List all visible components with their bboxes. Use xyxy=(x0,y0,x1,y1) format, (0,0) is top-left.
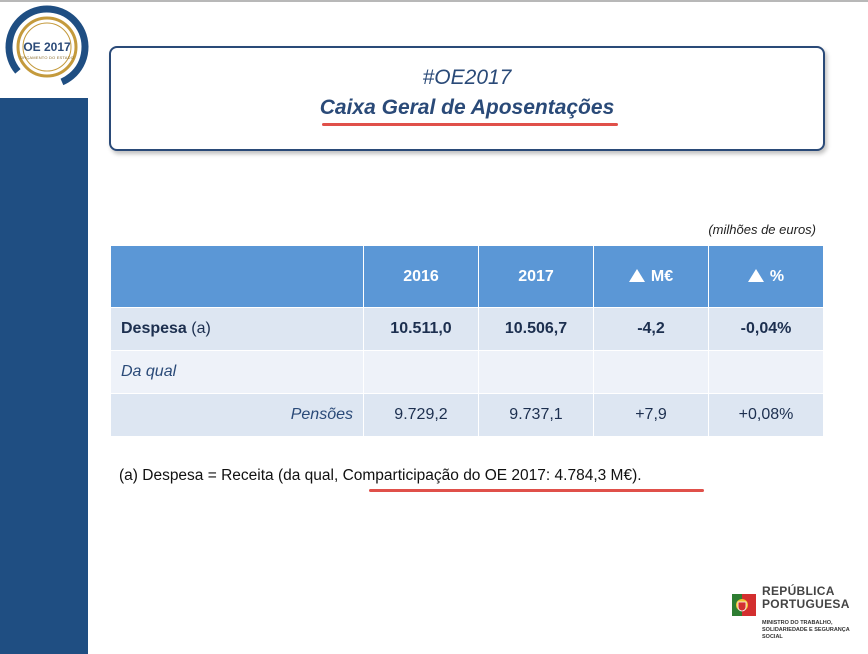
header-2017: 2017 xyxy=(478,245,594,308)
header-percent: % xyxy=(708,245,824,308)
government-name: REPÚBLICA PORTUGUESA xyxy=(762,585,850,611)
units-label: (milhões de euros) xyxy=(708,222,816,237)
percent-triangle-icon xyxy=(747,268,764,282)
budget-table: 2016 2017 M€ % Despesa (a) 10.511,0 10.5… xyxy=(110,245,824,437)
logo-rings-icon xyxy=(5,5,89,89)
ministry-line-1: MINISTRO DO TRABALHO, xyxy=(762,620,833,626)
cell-percent: +0,08% xyxy=(708,393,824,437)
left-sidebar-band xyxy=(0,98,88,654)
footnote-underline xyxy=(369,489,704,492)
delta-triangle-icon xyxy=(628,268,645,282)
header-delta-label: M€ xyxy=(650,267,674,285)
logo-title: OE 2017 xyxy=(23,40,71,54)
row-label: Da qual xyxy=(110,350,364,394)
page-title: Caixa Geral de Aposentações xyxy=(319,96,615,119)
gov-line-1: REPÚBLICA xyxy=(762,584,835,598)
cell-2017 xyxy=(478,350,594,394)
title-hashtag: #OE2017 xyxy=(422,66,512,89)
republic-flag-emblem-icon xyxy=(732,594,756,616)
footnote-highlight: Comparticipação do OE 2017: 4.784,3 M€) xyxy=(342,467,638,484)
cell-delta xyxy=(593,350,709,394)
footnote-suffix: . xyxy=(637,467,642,484)
oe2017-logo: OE 2017 ORÇAMENTO DO ESTADO xyxy=(4,4,90,90)
cell-2017: 9.737,1 xyxy=(478,393,594,437)
title-box: #OE2017 Caixa Geral de Aposentações xyxy=(109,46,825,151)
ministry-line-2: SOLIDARIEDADE E SEGURANÇA SOCIAL xyxy=(762,627,850,640)
row-label-bold: Despesa xyxy=(121,320,187,337)
header-delta: M€ xyxy=(593,245,709,308)
header-label xyxy=(110,245,364,308)
cell-delta: -4,2 xyxy=(593,307,709,351)
ministry-name: MINISTRO DO TRABALHO, SOLIDARIEDADE E SEG… xyxy=(762,620,868,641)
cell-2016: 9.729,2 xyxy=(363,393,479,437)
logo-subtitle: ORÇAMENTO DO ESTADO xyxy=(19,55,75,60)
top-rule xyxy=(0,0,868,2)
row-label-suffix: (a) xyxy=(186,320,211,337)
cell-2017: 10.506,7 xyxy=(478,307,594,351)
table-row: Despesa (a) 10.511,0 10.506,7 -4,2 -0,04… xyxy=(110,307,824,351)
title-underline xyxy=(322,123,618,126)
cell-delta: +7,9 xyxy=(593,393,709,437)
footnote-prefix: (a) Despesa = Receita (da qual, xyxy=(119,467,343,484)
cell-2016: 10.511,0 xyxy=(363,307,479,351)
table-row: Da qual xyxy=(110,350,824,394)
gov-line-2: PORTUGUESA xyxy=(762,597,850,611)
row-label: Despesa (a) xyxy=(110,307,364,351)
table-row: Pensões 9.729,2 9.737,1 +7,9 +0,08% xyxy=(110,393,824,437)
table-header-row: 2016 2017 M€ % xyxy=(110,245,824,308)
header-percent-label: % xyxy=(769,267,785,285)
footnote: (a) Despesa = Receita (da qual, Comparti… xyxy=(119,467,642,485)
header-2016: 2016 xyxy=(363,245,479,308)
cell-percent xyxy=(708,350,824,394)
cell-2016 xyxy=(363,350,479,394)
cell-percent: -0,04% xyxy=(708,307,824,351)
row-label: Pensões xyxy=(110,393,364,437)
